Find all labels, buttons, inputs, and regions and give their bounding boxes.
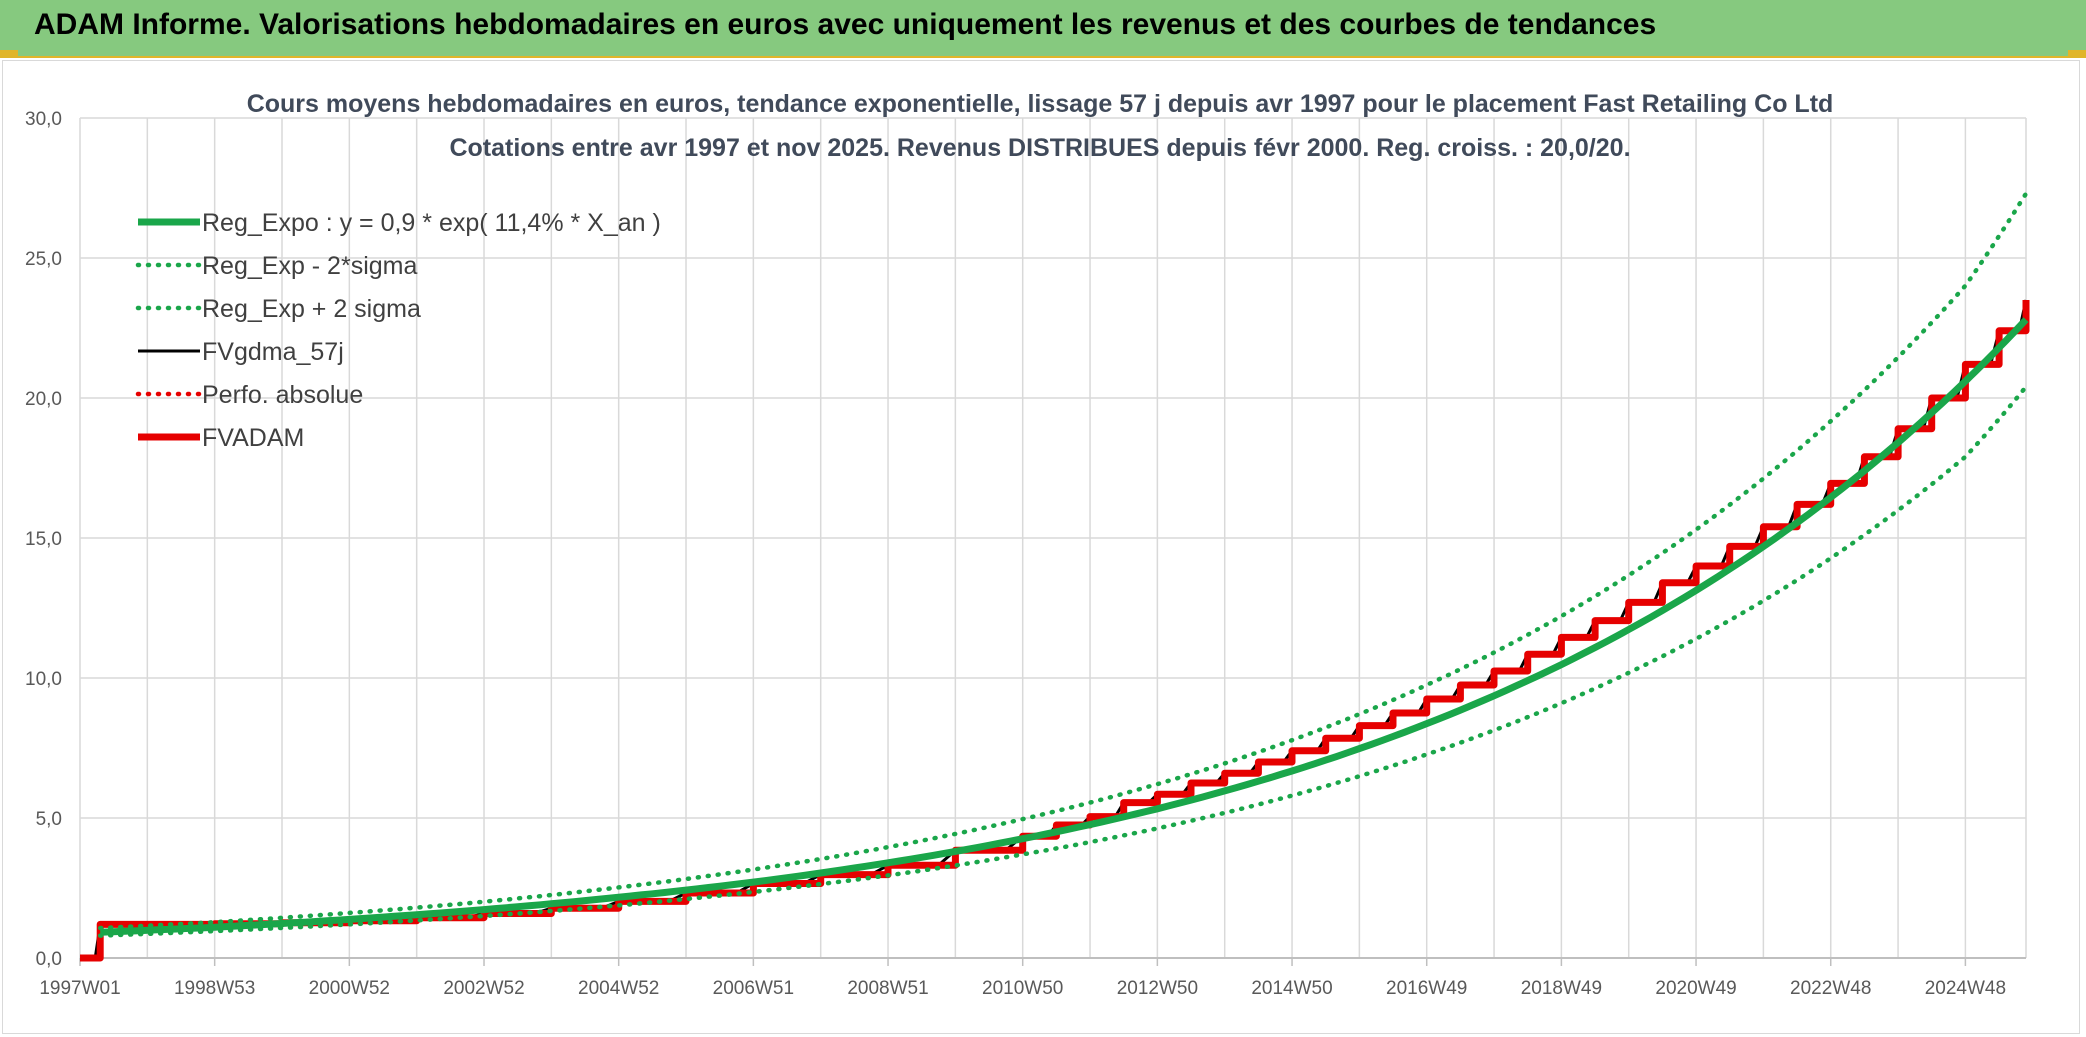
legend-label: Reg_Exp - 2*sigma xyxy=(202,252,417,280)
x-tick-label: 2016W49 xyxy=(1386,978,1467,999)
x-tick-label: 2018W49 xyxy=(1521,978,1602,999)
series xyxy=(80,191,2030,962)
series-line xyxy=(97,191,2029,931)
y-tick-label: 20,0 xyxy=(25,389,62,410)
y-tick-label: 5,0 xyxy=(36,809,62,830)
corner-mark-left xyxy=(0,50,18,58)
x-tick-label: 2008W51 xyxy=(847,978,928,999)
x-tick-label: 2024W48 xyxy=(1925,978,2006,999)
chart-title: Cours moyens hebdomadaires en euros, ten… xyxy=(247,90,1834,118)
y-tick-label: 10,0 xyxy=(25,669,62,690)
legend-label: Perfo. absolue xyxy=(202,381,363,409)
x-tick-label: 2004W52 xyxy=(578,978,659,999)
series-line xyxy=(100,317,2029,936)
report-title: ADAM Informe. Valorisations hebdomadaire… xyxy=(34,8,1657,41)
x-tick-label: 2014W50 xyxy=(1251,978,1332,999)
corner-mark-right xyxy=(2068,50,2086,58)
y-tick-label: 0,0 xyxy=(36,949,62,970)
x-tick-label: 2020W49 xyxy=(1655,978,1736,999)
x-tick-label: 1997W01 xyxy=(39,978,120,999)
x-tick-label: 2012W50 xyxy=(1117,978,1198,999)
header-banner: ADAM Informe. Valorisations hebdomadaire… xyxy=(0,0,2086,58)
chart-frame xyxy=(2,60,2080,1034)
grid xyxy=(79,117,2027,959)
legend-label: FVgdma_57j xyxy=(202,338,344,366)
legend-label: Reg_Exp + 2 sigma xyxy=(202,295,421,323)
y-tick-label: 15,0 xyxy=(25,529,62,550)
x-tick-label: 2002W52 xyxy=(443,978,524,999)
x-tick-label: 2000W52 xyxy=(309,978,390,999)
x-tick-label: 2022W48 xyxy=(1790,978,1871,999)
chart-title-block: Cours moyens hebdomadaires en euros, ten… xyxy=(247,90,1834,162)
axes: 0,0 5,0 10,0 15,0 20,0 25,0 30,0 1997W01 1998W53… xyxy=(25,109,2026,999)
x-tick-label: 1998W53 xyxy=(174,978,255,999)
series-line xyxy=(97,384,2029,938)
legend: Reg_Expo : y = 0,9 * exp( 11,4% * X_an )… xyxy=(135,209,661,452)
legend-label: FVADAM xyxy=(202,424,304,452)
x-tick-label: 2006W51 xyxy=(713,978,794,999)
x-tick-label: 2010W50 xyxy=(982,978,1063,999)
y-tick-label: 30,0 xyxy=(25,109,62,130)
chart-subtitle: Cotations entre avr 1997 et nov 2025. Re… xyxy=(449,134,1630,162)
legend-label: Reg_Expo : y = 0,9 * exp( 11,4% * X_an ) xyxy=(202,209,661,237)
y-tick-label: 25,0 xyxy=(25,249,62,270)
